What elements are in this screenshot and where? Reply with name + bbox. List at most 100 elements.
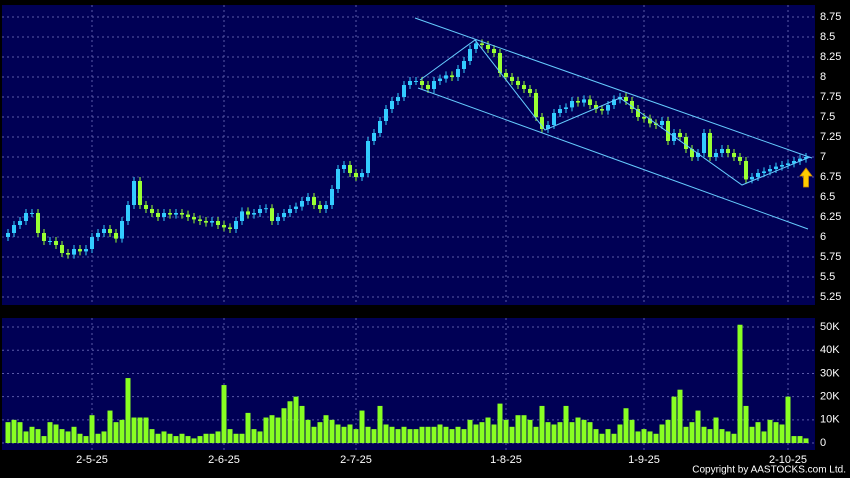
volume-bar xyxy=(767,419,773,444)
candle-body xyxy=(558,109,562,113)
candle-body xyxy=(252,213,256,215)
volume-bar xyxy=(233,433,239,444)
volume-bar xyxy=(677,389,683,444)
candle-body xyxy=(348,165,352,173)
x-tick-label: 1-8-25 xyxy=(490,454,522,466)
volume-bar xyxy=(653,433,659,444)
candle-body xyxy=(246,211,250,215)
volume-bar xyxy=(473,424,479,444)
volume-bar xyxy=(731,433,737,444)
candle-body xyxy=(576,101,580,103)
candle-body xyxy=(402,85,406,97)
candle-body xyxy=(786,163,790,165)
volume-bar xyxy=(443,426,449,444)
candle-body xyxy=(762,171,766,173)
y-tick-label: 6.5 xyxy=(820,191,835,203)
candle-body xyxy=(366,141,370,173)
volume-bar xyxy=(53,424,59,444)
volume-bar xyxy=(149,429,155,444)
volume-bar xyxy=(5,422,11,444)
volume-bar xyxy=(215,431,221,444)
volume-bar xyxy=(275,417,281,444)
candle-body xyxy=(540,117,544,129)
volume-bar xyxy=(155,433,161,444)
volume-bar xyxy=(227,429,233,444)
x-tick-label: 2-5-25 xyxy=(76,454,108,466)
volume-bar xyxy=(641,429,647,444)
y-tick-label: 8.25 xyxy=(820,51,841,63)
candle-body xyxy=(318,205,322,209)
candle-body xyxy=(534,93,538,117)
arrow-marker xyxy=(799,167,813,188)
volume-bar xyxy=(281,408,287,444)
volume-bar xyxy=(785,396,791,444)
candle-body xyxy=(198,219,202,221)
candle-body xyxy=(390,101,394,109)
volume-bar xyxy=(203,433,209,444)
volume-bar xyxy=(305,419,311,444)
volume-bar xyxy=(689,422,695,444)
candle-body xyxy=(552,113,556,125)
candle-body xyxy=(222,225,226,228)
trend-lines xyxy=(414,17,813,230)
volume-bar xyxy=(113,422,119,444)
volume-bar xyxy=(317,422,323,444)
volume-bar xyxy=(341,426,347,444)
candle-body xyxy=(588,99,592,105)
candle-body xyxy=(636,109,640,117)
candle-body xyxy=(264,208,268,210)
candle-body xyxy=(462,61,466,69)
candle-body xyxy=(738,157,742,161)
candle-body xyxy=(756,173,760,177)
volume-bar xyxy=(599,433,605,444)
candle-body xyxy=(612,99,616,105)
candle-body xyxy=(102,229,106,233)
candle-body xyxy=(324,205,328,209)
volume-bar xyxy=(359,410,365,444)
volume-bar xyxy=(347,424,353,444)
y-tick-label: 8.75 xyxy=(820,11,841,23)
volume-bar xyxy=(389,426,395,444)
candle-body xyxy=(60,245,64,253)
candle-body xyxy=(168,213,172,215)
volume-bar xyxy=(131,417,137,444)
volume-bar xyxy=(377,405,383,444)
y-tick-label: 7.75 xyxy=(820,91,841,103)
y-tick-label: 50K xyxy=(820,321,840,333)
y-tick-label: 5.5 xyxy=(820,271,835,283)
candle-body xyxy=(642,117,646,119)
volume-bar xyxy=(515,415,521,444)
candle-body xyxy=(336,169,340,189)
candle-body xyxy=(426,85,430,89)
volume-bar xyxy=(779,424,785,444)
candle-body xyxy=(468,49,472,61)
candle-body xyxy=(774,166,778,169)
candle-body xyxy=(582,99,586,103)
volume-bar xyxy=(107,410,113,444)
candle-body xyxy=(18,221,22,225)
candle-body xyxy=(516,81,520,85)
volume-bar xyxy=(749,426,755,444)
volume-bar xyxy=(23,431,29,444)
candle-body xyxy=(474,43,478,49)
volume-bar xyxy=(683,426,689,444)
candle-body xyxy=(726,149,730,153)
volume-bar xyxy=(47,422,53,444)
volume-bar xyxy=(647,431,653,444)
candle-body xyxy=(528,89,532,93)
candle-body xyxy=(708,133,712,157)
candle-body xyxy=(408,81,412,85)
candle-body xyxy=(420,81,424,85)
x-tick-label: 2-10-25 xyxy=(769,454,807,466)
volume-bar xyxy=(365,426,371,444)
candle-body xyxy=(744,161,748,180)
x-tick-label: 2-7-25 xyxy=(340,454,372,466)
candle-body xyxy=(660,121,664,125)
volume-bar xyxy=(797,436,803,444)
volume-bar xyxy=(539,405,545,444)
candle-body xyxy=(378,121,382,133)
volume-bar xyxy=(221,385,227,444)
candle-body xyxy=(30,213,34,214)
y-tick-label: 8 xyxy=(820,71,826,83)
y-tick-label: 7 xyxy=(820,151,826,163)
